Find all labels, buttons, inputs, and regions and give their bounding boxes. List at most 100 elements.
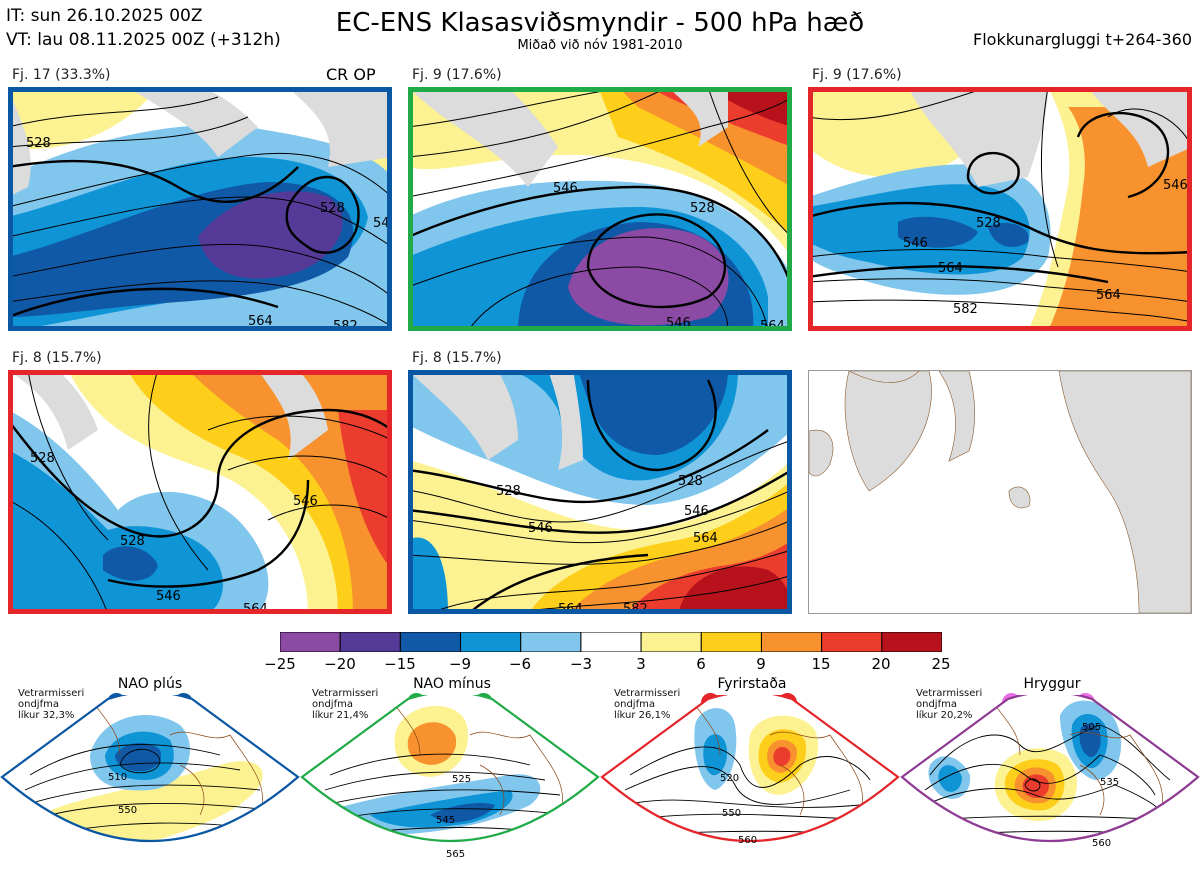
regime-note-line: líkur 26,1% [614, 710, 671, 721]
cluster-2-map: 546 528 546 564 [408, 87, 792, 331]
cluster-5-frame [408, 370, 792, 614]
regime-3-map: 520 550 560 [600, 695, 900, 846]
colorbar [279, 631, 943, 653]
contour-label: 528 [678, 474, 703, 489]
colorbar-segment [520, 631, 582, 653]
contour-label: 546 [528, 521, 553, 536]
colorbar-segment [640, 631, 702, 653]
cluster-3-map: 528 546 546 564 564 582 [808, 87, 1192, 331]
contour-label: 582 [953, 302, 978, 317]
contour-label: 528 [690, 201, 715, 216]
cluster-4-map: 528 528 546 546 564 [8, 370, 392, 614]
colorbar-segment [339, 631, 401, 653]
colorbar-tick-label: 25 [931, 655, 951, 673]
colorbar-tick-label: 20 [871, 655, 891, 673]
cluster-1-member-tag: CR OP [326, 65, 376, 84]
regime-1-note: Vetrarmisseri ondjfma líkur 32,3% [18, 688, 84, 721]
contour-label: 546 [553, 181, 578, 196]
regime-note-line: Vetrarmisseri [18, 688, 85, 699]
colorbar-segment [399, 631, 462, 653]
regime-2-map: 525 545 565 [300, 695, 600, 860]
contour-label: 546 [156, 589, 181, 604]
contour-label: 545 [436, 815, 455, 826]
colorbar-segment [580, 631, 642, 653]
colorbar-segment [460, 631, 522, 653]
colorbar-tick-label: −9 [448, 655, 472, 673]
contour-label: 546 [1163, 178, 1188, 193]
colorbar-tick-label: 9 [756, 655, 766, 673]
regime-note-line: líkur 20,2% [916, 710, 973, 721]
regime-3-title: Fyrirstaða [717, 676, 787, 692]
cluster-1-map: 528 546 564 528 582 [8, 87, 392, 331]
regime-note-line: Vetrarmisseri [916, 688, 983, 699]
contour-label: 510 [108, 772, 127, 783]
cluster-5-map: 528 528 546 546 564 564 582 [408, 370, 792, 614]
cluster-3-frame [808, 87, 1192, 331]
colorbar-tick-label: −25 [264, 655, 296, 673]
regime-note-line: ondjfma [614, 699, 655, 710]
contour-label: 546 [684, 504, 709, 519]
contour-label: 546 [293, 494, 318, 509]
cluster-4-frame [8, 370, 392, 614]
cluster-5-label: Fj. 8 (15.7%) [412, 350, 502, 366]
colorbar-segment [700, 631, 762, 653]
cluster-2-frame [408, 87, 792, 331]
contour-label: 528 [120, 534, 145, 549]
contour-label: 505 [1082, 722, 1101, 733]
contour-label: 546 [903, 236, 928, 251]
regime-note-line: Vetrarmisseri [614, 688, 681, 699]
valid-time: VT: lau 08.11.2025 00Z (+312h) [6, 30, 281, 50]
regime-note-line: ondjfma [312, 699, 353, 710]
colorbar-segment [881, 631, 943, 653]
regime-1-title: NAO plús [117, 676, 183, 692]
reference-map [808, 370, 1192, 614]
regime-1-map: 510 550 [0, 695, 300, 842]
page-title: EC-ENS Klasasviðsmyndir - 500 hPa hæð [335, 8, 865, 38]
colorbar-segment [821, 631, 883, 653]
contour-label: 528 [26, 136, 51, 151]
colorbar-tick-label: 6 [696, 655, 706, 673]
page-subtitle: Miðað við nóv 1981-2010 [517, 38, 683, 53]
regime-note-line: ondjfma [916, 699, 957, 710]
contour-label: 528 [496, 484, 521, 499]
colorbar-tick-label: 3 [636, 655, 646, 673]
contour-label: 528 [30, 451, 55, 466]
cluster-3-label: Fj. 9 (17.6%) [812, 67, 902, 83]
colorbar-tick-label: −15 [384, 655, 416, 673]
contour-label: 565 [446, 849, 465, 860]
contour-label: 520 [720, 773, 739, 784]
regime-4-map: 505 535 560 [900, 695, 1200, 849]
colorbar-tick-label: −3 [569, 655, 593, 673]
contour-label: 564 [693, 531, 718, 546]
regime-note-line: Vetrarmisseri [312, 688, 379, 699]
regime-2-title: NAO mínus [413, 676, 491, 692]
regime-note-line: líkur 32,3% [18, 710, 75, 721]
contour-label: 525 [452, 774, 471, 785]
colorbar-segment [760, 631, 823, 653]
initial-time: IT: sun 26.10.2025 00Z [6, 6, 203, 26]
regime-4-note: Vetrarmisseri ondjfma líkur 20,2% [916, 688, 982, 721]
contour-label: 528 [320, 201, 345, 216]
cluster-4-label: Fj. 8 (15.7%) [12, 350, 102, 366]
regime-note-line: líkur 21,4% [312, 710, 369, 721]
contour-label: 560 [1092, 838, 1111, 849]
regime-note-line: ondjfma [18, 699, 59, 710]
contour-label: 535 [1100, 777, 1119, 788]
contour-label: 560 [738, 835, 757, 846]
colorbar-tick-label: −6 [508, 655, 532, 673]
contour-label: 528 [976, 216, 1001, 231]
regime-4-title: Hryggur [1023, 676, 1081, 692]
colorbar-tick-label: 15 [811, 655, 831, 673]
contour-label: 550 [118, 805, 137, 816]
regime-2-note: Vetrarmisseri ondjfma líkur 21,4% [312, 688, 378, 721]
cluster-2-label: Fj. 9 (17.6%) [412, 67, 502, 83]
contour-label: 564 [248, 314, 273, 329]
colorbar-segment [279, 631, 341, 653]
cluster-1-frame [8, 87, 392, 331]
regime-3-note: Vetrarmisseri ondjfma líkur 26,1% [614, 688, 680, 721]
cluster-1-label: Fj. 17 (33.3%) [12, 67, 111, 83]
classification-window: Flokkunargluggi t+264-360 [973, 30, 1192, 49]
contour-label: 564 [1096, 288, 1121, 303]
contour-label: 564 [938, 261, 963, 276]
colorbar-tick-label: −20 [324, 655, 356, 673]
